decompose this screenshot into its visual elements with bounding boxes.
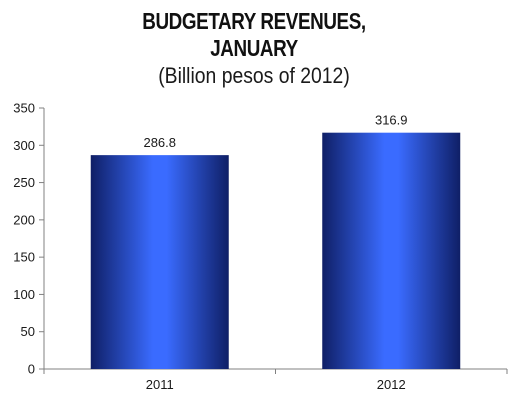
bars-layer bbox=[90, 132, 461, 369]
data-label-2011: 286.8 bbox=[143, 135, 176, 150]
x-tick-label-2011: 2011 bbox=[146, 377, 174, 392]
chart-title-block: BUDGETARY REVENUES, JANUARY (Billion pes… bbox=[0, 8, 508, 89]
chart-title-line-2: JANUARY bbox=[210, 35, 298, 61]
y-tick-label: 150 bbox=[13, 250, 35, 265]
data-label-2012: 316.9 bbox=[375, 113, 408, 128]
y-tick-label: 200 bbox=[13, 212, 35, 227]
y-tick-label: 250 bbox=[13, 175, 35, 190]
y-tick-label: 350 bbox=[13, 101, 35, 116]
y-tick-label: 50 bbox=[21, 324, 35, 339]
bar-2011 bbox=[90, 155, 229, 369]
chart-subtitle: (Billion pesos of 2012) bbox=[158, 63, 350, 88]
chart-title-line-1: BUDGETARY REVENUES, bbox=[142, 8, 366, 34]
y-tick-label: 0 bbox=[28, 362, 35, 377]
y-tick-label: 100 bbox=[13, 287, 35, 302]
bar-2012 bbox=[322, 132, 461, 369]
labels-layer: 286.8 2011 316.9 2012 bbox=[143, 113, 407, 392]
y-tick-label: 300 bbox=[13, 138, 35, 153]
x-tick-label-2012: 2012 bbox=[377, 377, 406, 392]
